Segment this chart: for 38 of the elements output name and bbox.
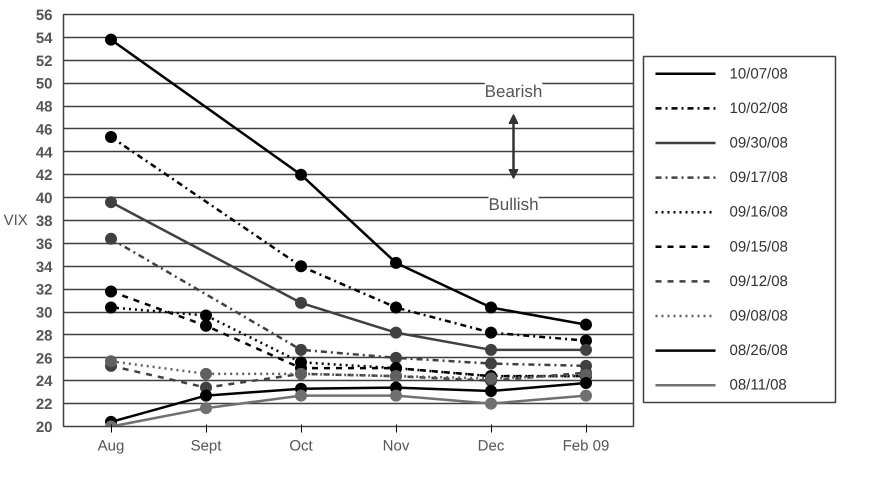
legend-label: 08/11/08 <box>730 376 787 394</box>
y-tick-label: 32 <box>36 282 53 299</box>
y-tick-label: 50 <box>36 76 53 93</box>
y-tick-label: 48 <box>36 98 53 116</box>
x-tick-label: Feb 09 <box>562 438 610 454</box>
x-tick-label: Aug <box>98 438 124 454</box>
y-tick-label: 22 <box>36 396 53 414</box>
legend-label: 09/12/08 <box>730 272 788 290</box>
y-tick-label: 28 <box>36 327 53 344</box>
annotation: Bearish <box>484 82 542 101</box>
x-tick-label: Oct <box>289 438 314 454</box>
legend-label: 09/08/08 <box>730 308 788 324</box>
y-tick-label: 40 <box>36 190 53 208</box>
legend-label: 09/15/08 <box>730 238 788 256</box>
x-tick-label: Nov <box>382 438 410 454</box>
y-tick-label: 26 <box>36 350 53 368</box>
y-axis-title: VIX <box>4 212 28 229</box>
y-tick-label: 52 <box>36 52 53 70</box>
x-tick-label: Sept <box>190 438 222 454</box>
legend-label: 09/16/08 <box>730 204 788 221</box>
y-tick-label: 20 <box>36 419 53 436</box>
y-tick-label: 42 <box>36 167 53 184</box>
y-tick-label: 56 <box>36 7 53 24</box>
y-tick-label: 24 <box>36 373 54 390</box>
annotation: Bullish <box>488 195 539 214</box>
y-tick-label: 46 <box>36 121 53 138</box>
y-tick-label: 34 <box>36 258 54 276</box>
y-tick-label: 44 <box>36 144 54 162</box>
legend-label: 09/17/08 <box>730 169 788 186</box>
legend-label: 10/02/08 <box>730 100 788 117</box>
legend-label: 10/07/08 <box>730 65 788 82</box>
y-tick-label: 38 <box>36 213 53 230</box>
y-tick-label: 36 <box>36 236 53 253</box>
x-tick-label: Dec <box>478 438 505 454</box>
y-tick-label: 30 <box>36 304 53 322</box>
y-tick-label: 54 <box>36 30 54 47</box>
legend-label: 09/30/08 <box>730 134 788 152</box>
legend-label: 08/26/08 <box>730 342 788 360</box>
